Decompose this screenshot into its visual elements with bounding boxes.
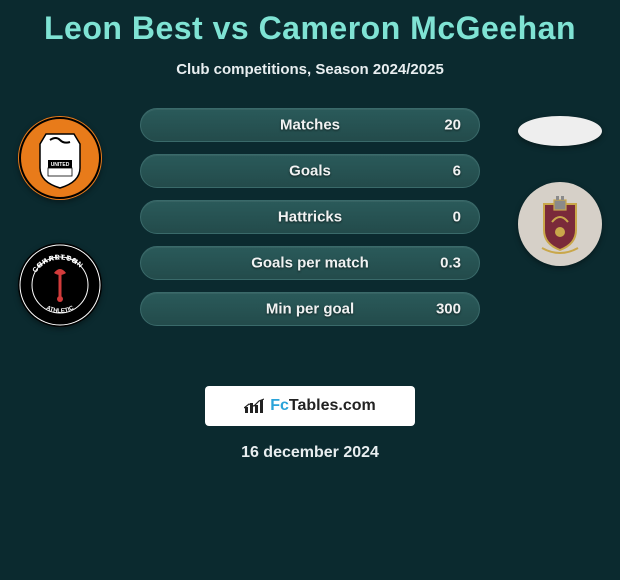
stat-label: Goals xyxy=(289,163,331,180)
comparison-area: UNITED CHARLTON CHARLTON ATHLETIC xyxy=(0,108,620,368)
stat-label: Min per goal xyxy=(266,301,354,318)
club-badge-ellipse xyxy=(518,116,602,146)
bar-chart-icon xyxy=(244,398,264,414)
club-badge-claret xyxy=(518,182,602,266)
stat-value-right: 0.3 xyxy=(440,255,461,272)
stat-value-right: 20 xyxy=(444,117,461,134)
svg-text:UNITED: UNITED xyxy=(51,162,70,168)
subtitle: Club competitions, Season 2024/2025 xyxy=(0,61,620,78)
stat-row-goals: Goals 6 xyxy=(140,154,480,188)
page-title: Leon Best vs Cameron McGeehan xyxy=(0,0,620,47)
stat-value-right: 0 xyxy=(453,209,461,226)
stat-row-min-per-goal: Min per goal 300 xyxy=(140,292,480,326)
stat-label: Hattricks xyxy=(278,209,342,226)
attribution-text: FcTables.com xyxy=(270,397,376,415)
date-line: 16 december 2024 xyxy=(0,444,620,462)
stat-value-right: 300 xyxy=(436,301,461,318)
stat-value-right: 6 xyxy=(453,163,461,180)
club-badge-charlton: CHARLTON CHARLTON ATHLETIC xyxy=(18,243,102,327)
stat-row-hattricks: Hattricks 0 xyxy=(140,200,480,234)
stats-column: Matches 20 Goals 6 Hattricks 0 Goals per… xyxy=(140,108,480,338)
stat-row-goals-per-match: Goals per match 0.3 xyxy=(140,246,480,280)
stat-row-matches: Matches 20 xyxy=(140,108,480,142)
club-badge-orange: UNITED xyxy=(18,116,102,200)
stat-label: Matches xyxy=(280,117,340,134)
attribution-badge: FcTables.com xyxy=(205,386,415,426)
stat-label: Goals per match xyxy=(251,255,369,272)
